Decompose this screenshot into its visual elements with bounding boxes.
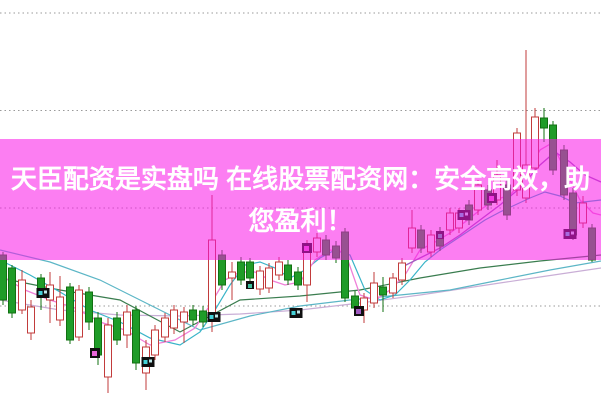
- marker-pair: [289, 308, 303, 318]
- marker-dot: [44, 290, 47, 294]
- ma-green-slow: [0, 254, 601, 333]
- candle-body: [398, 262, 406, 281]
- candle-body: [56, 296, 64, 321]
- marker-dot: [149, 359, 152, 363]
- candle-body: [0, 254, 7, 301]
- promo-banner[interactable]: 天臣配资是实盘吗 在线股票配资网：安全高效，助 您盈利！: [0, 139, 601, 260]
- candle-body: [265, 267, 273, 289]
- candle-body: [85, 291, 93, 323]
- candle-body: [237, 261, 245, 281]
- marker-dot: [92, 351, 97, 356]
- candle-body: [180, 311, 188, 323]
- candle-body: [294, 271, 302, 286]
- candle-body: [370, 282, 378, 304]
- candle-body: [389, 277, 397, 294]
- marker-dot: [248, 284, 252, 288]
- candle-body: [151, 329, 159, 356]
- candle-body: [379, 286, 387, 296]
- candle-body: [256, 270, 264, 290]
- marker-dot: [291, 311, 296, 315]
- marker-dot: [356, 309, 361, 314]
- marker-dot: [297, 310, 300, 314]
- ma-cyan-slow: [0, 249, 601, 331]
- candle-body: [228, 271, 236, 279]
- marker-dot: [209, 315, 214, 319]
- marker-dot: [215, 314, 218, 318]
- marker-pair: [207, 312, 221, 322]
- candle-body: [75, 289, 83, 338]
- marker-dot: [143, 360, 148, 364]
- candle-body: [8, 267, 16, 314]
- candle-body: [189, 309, 197, 321]
- candle-body: [246, 261, 254, 279]
- candle-body: [199, 310, 207, 323]
- candle-body: [104, 324, 112, 378]
- candle-body: [66, 286, 74, 341]
- candle-body: [540, 117, 548, 129]
- candle-body: [132, 309, 140, 364]
- marker-dot: [38, 291, 43, 295]
- marker-pair: [36, 288, 50, 298]
- candle-body: [123, 311, 131, 336]
- candle-body: [284, 264, 292, 281]
- candle-body: [18, 279, 26, 311]
- candle-body: [27, 306, 35, 334]
- candle-body: [161, 317, 169, 338]
- candle-body: [275, 261, 283, 276]
- banner-title-line2: 您盈利！: [248, 205, 353, 236]
- candle-body: [113, 317, 121, 341]
- marker-pair: [141, 357, 155, 367]
- banner-title-line1: 天臣配资是实盘吗 在线股票配资网：安全高效，助: [10, 163, 591, 194]
- candle-body: [170, 309, 178, 329]
